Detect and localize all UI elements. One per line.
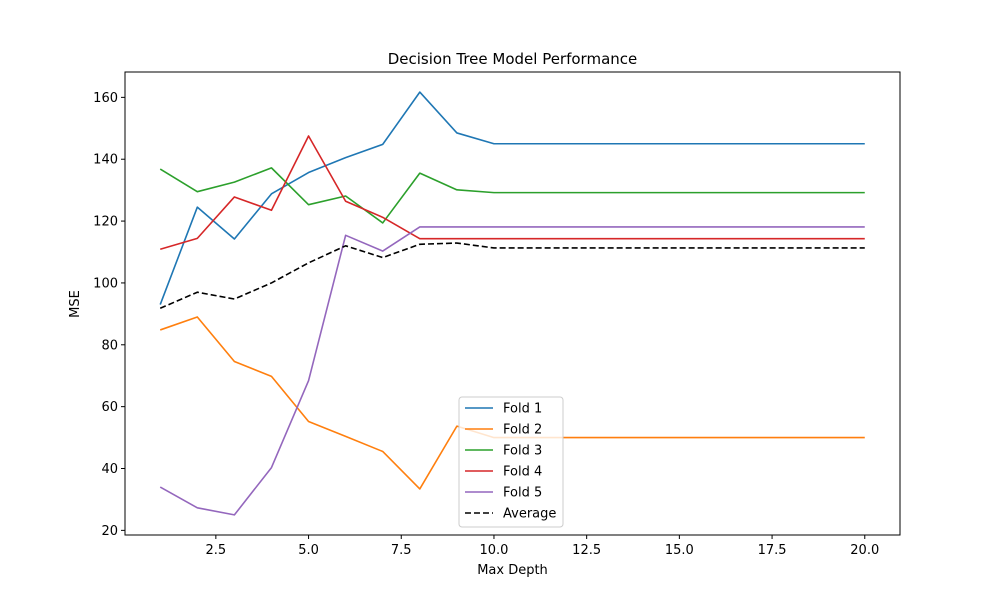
- x-tick-label: 10.0: [479, 543, 508, 558]
- x-tick-label: 12.5: [572, 543, 601, 558]
- x-tick-label: 2.5: [206, 543, 227, 558]
- y-axis-ticks: 20 40 60 80 100 120 140 160: [93, 91, 125, 539]
- plot-frame: [124, 71, 901, 536]
- series-line-fold-5: [159, 226, 865, 516]
- series-line-fold-4: [160, 135, 865, 250]
- x-axis-ticks: 2.5 5.0 7.5 10.0 12.5 15.0 17.5 20.0: [206, 535, 879, 558]
- y-tick-label: 20: [101, 524, 118, 539]
- y-tick-label: 160: [93, 91, 118, 106]
- legend-entries: Fold 1 Fold 2 Fold 3 Fold 4 Fold 5 Average: [465, 402, 556, 522]
- y-tick-label: 60: [101, 400, 118, 415]
- y-tick-label: 100: [93, 276, 118, 291]
- x-tick-label: 17.5: [758, 543, 787, 558]
- legend: Fold 1 Fold 2 Fold 3 Fold 4 Fold 5 Average: [458, 396, 564, 528]
- series-line-fold-1: [159, 91, 865, 305]
- y-tick-label: 140: [93, 153, 118, 168]
- legend-label: Fold 5: [503, 486, 542, 501]
- legend-label: Fold 3: [503, 444, 542, 459]
- chart-title: Decision Tree Model Performance: [388, 50, 638, 68]
- y-axis-title: MSE: [68, 290, 83, 318]
- legend-label: Fold 1: [503, 402, 542, 417]
- series-line-fold-3: [159, 167, 865, 224]
- y-tick-label: 120: [93, 215, 118, 230]
- x-tick-label: 5.0: [298, 543, 319, 558]
- x-tick-label: 20.0: [850, 543, 879, 558]
- series-lines: [159, 91, 865, 516]
- x-tick-label: 15.0: [665, 543, 694, 558]
- legend-label: Average: [503, 507, 556, 522]
- legend-label: Fold 2: [503, 423, 542, 438]
- legend-label: Fold 4: [503, 465, 542, 480]
- series-line-average: [159, 242, 865, 310]
- y-tick-label: 40: [101, 462, 118, 477]
- y-tick-label: 80: [101, 338, 118, 353]
- x-tick-label: 7.5: [391, 543, 412, 558]
- x-axis-title: Max Depth: [477, 563, 548, 578]
